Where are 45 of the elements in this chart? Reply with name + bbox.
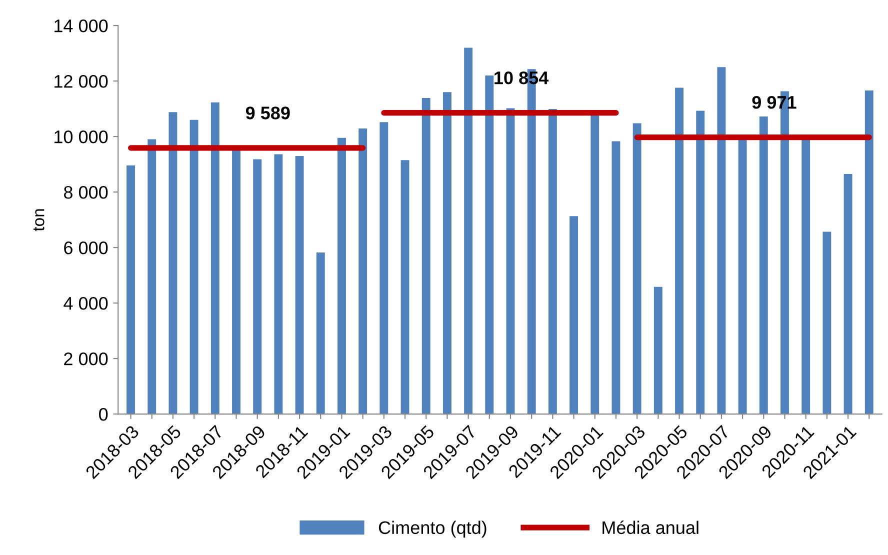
bar [422,98,430,414]
bar [632,123,642,414]
y-tick-label: 10 000 [54,130,108,144]
y-tick-label: 8 000 [64,186,108,199]
bar [232,149,240,414]
bar [464,48,473,414]
bar [210,102,220,414]
y-tick-label: 0 [99,408,108,421]
bar [570,216,578,414]
bar [126,165,135,414]
bar [844,174,852,414]
y-tick-label: 12 000 [54,74,108,88]
bar [148,139,156,414]
bar [822,232,832,414]
bar [675,88,684,414]
y-tick-label: 6 000 [64,241,108,254]
bar [358,128,368,414]
bar [717,67,726,414]
bar [590,114,600,414]
bar [295,156,304,414]
bar [802,140,810,414]
bar [864,90,874,414]
annotation: 9 589 [246,106,290,120]
bar [338,138,346,414]
bar [759,116,768,414]
bar [316,252,325,414]
legend-label: Média anual [602,520,698,534]
bar [548,109,557,414]
y-tick-label: 14 000 [54,19,108,32]
legend-label: Cimento (qtd) [378,520,486,538]
bar [506,108,515,414]
bar [612,141,620,414]
y-tick-label: 2 000 [64,352,108,366]
bar [442,92,452,414]
bar [190,120,198,414]
bar [168,112,178,414]
bar [485,75,494,414]
bar [696,110,705,414]
bar [654,286,662,414]
y-axis-title: ton [33,209,44,232]
bar [253,159,262,414]
bar [400,160,410,414]
bar [274,154,283,414]
bar [380,122,388,414]
y-tick-label: 4 000 [64,296,108,310]
